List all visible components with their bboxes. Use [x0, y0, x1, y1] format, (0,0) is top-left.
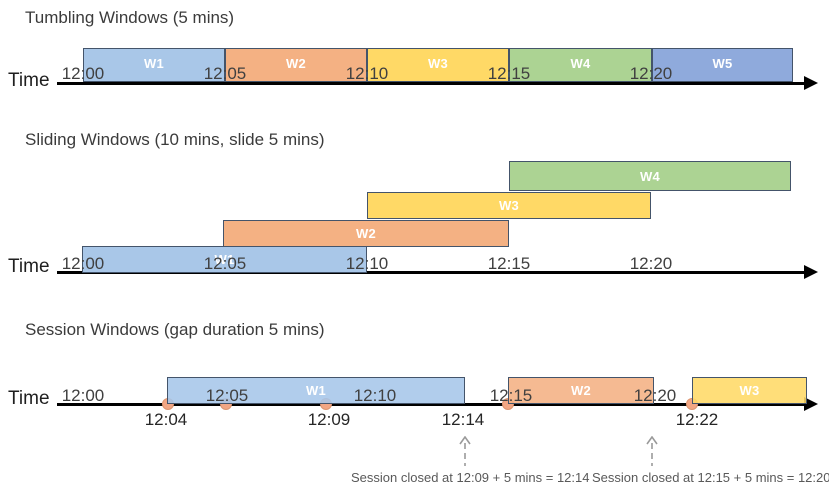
window-label: W1 — [214, 252, 235, 267]
sliding-window-w1: W1 — [82, 246, 367, 273]
session-window-w1: W1 — [167, 377, 465, 404]
window-label: W1 — [305, 383, 327, 398]
tumbling-title: Tumbling Windows (5 mins) — [25, 8, 235, 27]
session-title: Session Windows (gap duration 5 mins) — [25, 320, 325, 339]
session-close-arrow-icon — [646, 436, 658, 466]
sliding-window-w4: W4 — [509, 161, 791, 191]
tumbling-tick-1200: 12:00 — [61, 64, 105, 83]
session-window-w3: W3 — [692, 377, 807, 404]
tumbling-window-w5: W5 — [652, 48, 793, 82]
session-tick-1210: 12:10 — [353, 386, 397, 405]
session-window-w2: W2 — [508, 377, 654, 404]
tumbling-window-w2: W2 — [225, 48, 367, 82]
event-label-1222: 12:22 — [675, 410, 719, 429]
sliding-tick-1220: 12:20 — [629, 254, 673, 273]
tumbling-tick-1220: 12:20 — [629, 64, 673, 83]
sliding-window-w3: W3 — [367, 192, 651, 219]
sliding-time-axis — [57, 271, 804, 274]
session-tick-1200: 12:00 — [61, 386, 105, 405]
tumbling-tick-1210: 12:10 — [345, 64, 389, 83]
window-label: W2 — [355, 226, 377, 241]
tumbling-window-w4: W4 — [509, 48, 652, 82]
tumbling-time-axis-label: Time — [8, 70, 50, 91]
session-close-arrow-icon — [459, 436, 471, 466]
tumbling-time-axis — [57, 82, 804, 85]
tumbling-window-w3: W3 — [367, 48, 509, 82]
session-tick-1215: 12:15 — [489, 386, 533, 405]
session-axis-arrow-icon — [804, 397, 818, 411]
sliding-tick-1200: 12:00 — [61, 254, 105, 273]
window-label: W4 — [639, 168, 661, 184]
sliding-tick-1205: 12:05 — [203, 254, 247, 273]
sliding-time-axis-label: Time — [8, 256, 50, 277]
session-time-axis-label: Time — [8, 388, 50, 409]
window-label: W2 — [570, 383, 592, 398]
window-label: W5 — [712, 56, 733, 71]
tumbling-tick-1215: 12:15 — [487, 64, 531, 83]
sliding-tick-1215: 12:15 — [487, 254, 531, 273]
session-tick-1205: 12:05 — [205, 386, 249, 405]
tumbling-axis-arrow-icon — [804, 76, 818, 90]
tumbling-tick-1205: 12:05 — [203, 64, 247, 83]
event-label-1214: 12:14 — [441, 410, 485, 429]
session-close-annotation-1: Session closed at 12:09 + 5 mins = 12:14 — [351, 470, 590, 485]
session-tick-1220: 12:20 — [633, 386, 677, 405]
sliding-title: Sliding Windows (10 mins, slide 5 mins) — [25, 130, 325, 149]
window-label: W3 — [427, 56, 449, 71]
tumbling-window-w1: W1 — [83, 48, 225, 82]
window-label: W3 — [498, 198, 520, 213]
session-time-axis — [57, 403, 804, 406]
window-label: W4 — [570, 56, 591, 71]
session-close-annotation-2: Session closed at 12:15 + 5 mins = 12:20 — [592, 470, 829, 485]
sliding-tick-1210: 12:10 — [345, 254, 389, 273]
event-label-1209: 12:09 — [307, 410, 351, 429]
sliding-window-w2: W2 — [223, 220, 509, 247]
window-label: W2 — [285, 56, 307, 71]
event-label-1204: 12:04 — [144, 410, 188, 429]
sliding-axis-arrow-icon — [804, 265, 818, 279]
window-label: W3 — [739, 383, 760, 398]
window-label: W1 — [143, 56, 165, 71]
